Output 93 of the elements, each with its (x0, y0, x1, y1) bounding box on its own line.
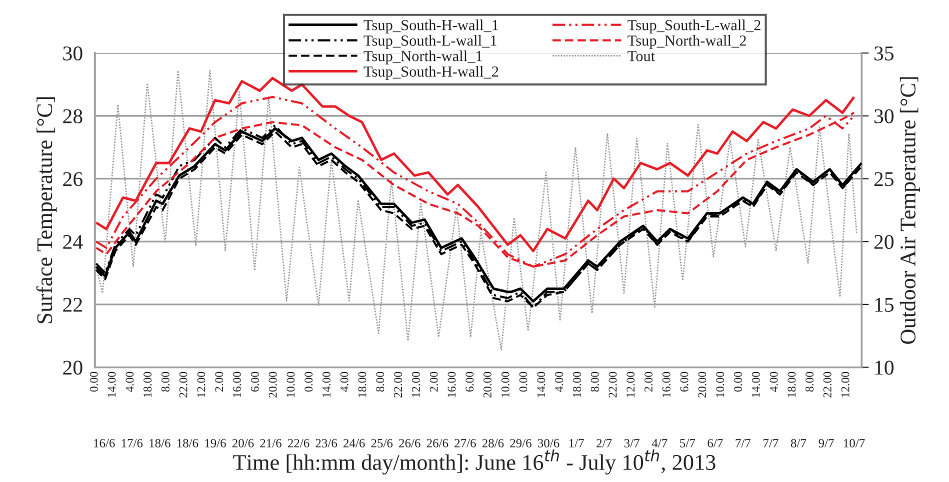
x-tick-label: 20.00 (268, 372, 277, 398)
y2-tick-label: 25 (874, 172, 894, 186)
x-tick-label: 22.00 (823, 372, 832, 398)
x-tick-label: 2.00 (430, 372, 438, 392)
x-tick-label: 16.00 (662, 372, 670, 397)
x-tick-label: 12.00 (841, 372, 850, 397)
text: 2/7 (596, 439, 612, 448)
x-tick-label: 6.00 (680, 372, 688, 392)
x-tick-label: 14.00 (537, 372, 546, 397)
text: 21/6 (260, 439, 282, 448)
x-tick-label: 18.00 (144, 372, 152, 397)
y2-tick-label: 10 (875, 360, 894, 375)
text: 5/7 (680, 439, 695, 448)
x-tick-label: 14.00 (322, 372, 330, 397)
x-tick-label: 14.00 (752, 372, 760, 397)
x-tick-label: 20.00 (484, 372, 492, 398)
x-tick-label: 16.00 (233, 372, 242, 397)
x-tick-label: 8.00 (806, 372, 814, 392)
text: 19/6 (205, 439, 226, 448)
y-axis-title: Surface Temperature [°C] (36, 97, 57, 324)
legend-label: Tsup_South-L-wall_2 (628, 20, 760, 34)
x-tick-label: 0.00 (90, 372, 98, 392)
x-tick-label: 4.00 (126, 372, 134, 392)
x-tick-label: 2.00 (215, 372, 224, 392)
x-tick-label: 10.00 (286, 372, 295, 397)
y-tick-label: 22 (63, 298, 82, 312)
y2-tick-label: 30 (874, 109, 894, 124)
text: 8/7 (790, 438, 806, 448)
legend-label: Tsup_North-wall_2 (628, 35, 746, 49)
x-tick-label: 8.00 (161, 372, 170, 392)
text: 30/6 (538, 438, 560, 448)
x-tick-label: 16.00 (448, 372, 456, 397)
x-tick-label: 4.00 (340, 372, 348, 392)
x-tick-label: 4.00 (555, 372, 564, 392)
x-tick-label: 22.00 (394, 372, 402, 398)
text: 6/7 (708, 439, 723, 448)
legend-label: Tsup_North-wall_1 (364, 50, 482, 64)
x-tick-label: 0.00 (519, 372, 528, 392)
text: 29/6 (510, 439, 532, 448)
x-tick-label: 20.00 (698, 372, 706, 398)
legend-label: Tsup_South-H-wall_2 (364, 66, 498, 80)
text: 3/7 (624, 439, 640, 448)
text: 23/6 (316, 439, 338, 448)
text: 26/6 (426, 439, 448, 448)
text: 4/7 (652, 439, 668, 448)
y2-tick-label: 20 (874, 234, 894, 250)
x-tick-label: 2.00 (644, 372, 653, 392)
y-tick-label: 28 (63, 109, 82, 124)
text: 10/7 (844, 438, 865, 448)
x-tick-label: 4.00 (770, 372, 778, 392)
x-tick-label: 12.00 (626, 372, 635, 397)
x-tick-label: 18.00 (788, 372, 796, 397)
x-tick-label: 6.00 (466, 372, 474, 392)
x-axis-title: Time [hh:mm day/month]: June 16$^{th}$ - July 10$^{th}$, 2013 (233, 449, 716, 475)
text: 20/6 (232, 438, 254, 448)
x-tick-label: 10.00 (716, 372, 724, 397)
text: 9/7 (818, 439, 834, 448)
x-tick-label: 8.00 (376, 372, 384, 392)
x-tick-label: 8.00 (590, 372, 599, 392)
y2-tick-label: 35 (874, 46, 894, 60)
x-tick-label: 22.00 (179, 372, 188, 398)
y2-tick-label: 15 (875, 298, 894, 312)
x-tick-label: 18.00 (358, 372, 366, 397)
text: 17/6 (122, 439, 143, 448)
text: 7/7 (736, 439, 751, 448)
text: 27/6 (454, 439, 476, 448)
x-tick-label: 22.00 (608, 372, 617, 398)
y-tick-label: 20 (63, 360, 82, 375)
x-tick-label: 10.00 (501, 372, 510, 397)
text: 18/6 (150, 438, 170, 448)
x-tick-label: 0.00 (734, 372, 742, 392)
text: 22/6 (288, 439, 310, 448)
text: 25/6 (371, 439, 393, 448)
y2-axis-title: Outdoor Air Temperature [°C] (900, 77, 920, 344)
text: 7/7 (764, 439, 778, 448)
legend-label: Tout (628, 51, 656, 62)
x-tick-label: 0.00 (304, 372, 313, 392)
x-tick-label: 18.00 (572, 372, 581, 397)
y-tick-label: 26 (63, 172, 82, 186)
x-tick-label: 12.00 (412, 372, 420, 397)
y-tick-label: 30 (63, 46, 82, 60)
text: 28/6 (482, 438, 504, 448)
text: 24/6 (344, 439, 365, 448)
y-tick-label: 24 (63, 235, 83, 249)
x-tick-label: 12.00 (197, 372, 206, 397)
legend-label: Tsup_South-L-wall_1 (364, 35, 496, 49)
text: 18/6 (177, 438, 198, 448)
legend-label: Tsup_South-H-wall_1 (364, 20, 498, 34)
x-tick-label: 6.00 (250, 372, 259, 392)
text: 1/7 (569, 439, 584, 448)
text: 16/6 (94, 439, 115, 448)
x-tick-label: 14.00 (108, 372, 116, 397)
text: 26/6 (399, 439, 420, 448)
